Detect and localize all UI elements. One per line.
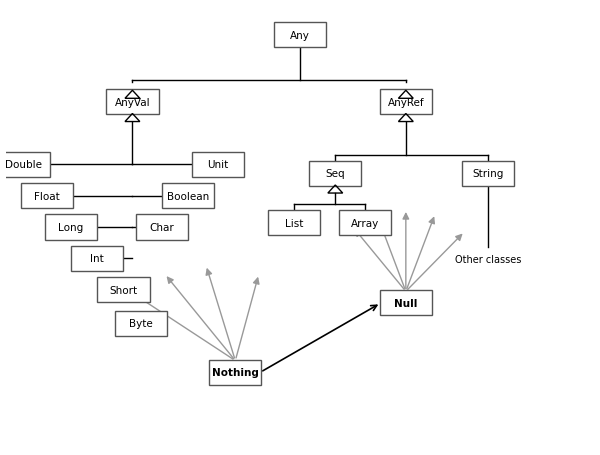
Text: Nothing: Nothing bbox=[212, 368, 259, 377]
Text: Boolean: Boolean bbox=[167, 191, 209, 201]
FancyBboxPatch shape bbox=[44, 215, 97, 240]
FancyBboxPatch shape bbox=[115, 311, 167, 336]
FancyBboxPatch shape bbox=[191, 152, 244, 177]
FancyBboxPatch shape bbox=[462, 162, 514, 187]
Text: Long: Long bbox=[58, 222, 83, 233]
FancyBboxPatch shape bbox=[136, 215, 188, 240]
FancyBboxPatch shape bbox=[338, 211, 391, 236]
Text: List: List bbox=[285, 218, 304, 228]
FancyBboxPatch shape bbox=[309, 162, 361, 187]
Text: AnyVal: AnyVal bbox=[115, 98, 150, 108]
Text: Seq: Seq bbox=[325, 169, 345, 179]
FancyBboxPatch shape bbox=[209, 360, 262, 385]
FancyBboxPatch shape bbox=[0, 152, 50, 177]
Text: Char: Char bbox=[149, 222, 174, 233]
FancyBboxPatch shape bbox=[106, 90, 158, 115]
FancyBboxPatch shape bbox=[162, 184, 214, 209]
FancyBboxPatch shape bbox=[380, 291, 432, 316]
Text: Int: Int bbox=[90, 254, 104, 264]
FancyBboxPatch shape bbox=[97, 278, 150, 303]
Text: Other classes: Other classes bbox=[455, 254, 521, 264]
Text: Any: Any bbox=[290, 31, 310, 41]
FancyBboxPatch shape bbox=[274, 23, 326, 48]
Text: Array: Array bbox=[350, 218, 379, 228]
Text: Float: Float bbox=[34, 191, 60, 201]
FancyBboxPatch shape bbox=[268, 211, 320, 236]
Text: Byte: Byte bbox=[130, 318, 153, 329]
Text: Unit: Unit bbox=[207, 160, 229, 170]
Text: Short: Short bbox=[110, 285, 137, 295]
FancyBboxPatch shape bbox=[21, 184, 73, 209]
Text: Null: Null bbox=[394, 298, 418, 308]
FancyBboxPatch shape bbox=[71, 246, 124, 271]
Text: String: String bbox=[472, 169, 504, 179]
Text: AnyRef: AnyRef bbox=[388, 98, 424, 108]
FancyBboxPatch shape bbox=[380, 90, 432, 115]
Text: Double: Double bbox=[5, 160, 42, 170]
